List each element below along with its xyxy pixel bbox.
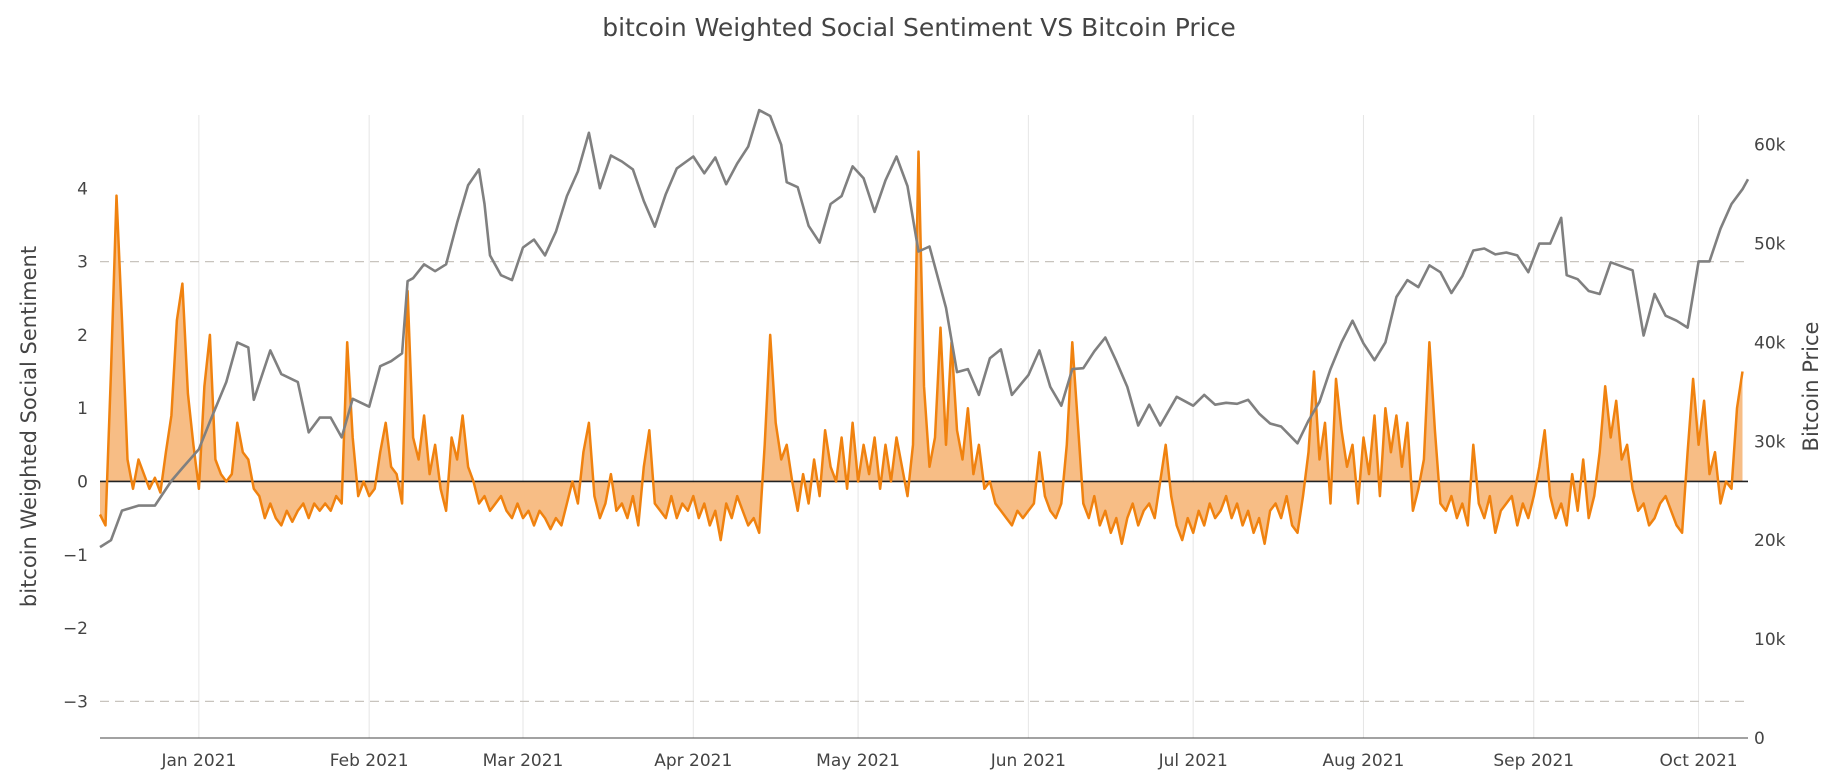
y-tick-label: −3 (63, 692, 88, 712)
y-axis-title: bitcoin Weighted Social Sentiment (17, 246, 41, 607)
y2-tick-label: 60k (1754, 136, 1786, 156)
x-tick-label: Sep 2021 (1493, 751, 1574, 771)
sentiment-area-layer (100, 151, 1743, 544)
x-tick-label: Jan 2021 (160, 751, 236, 771)
y2-tick-label: 30k (1754, 432, 1786, 452)
y2-tick-label: 10k (1754, 630, 1786, 650)
y-tick-label: 0 (77, 472, 88, 492)
y2-tick-label: 20k (1754, 531, 1786, 551)
x-tick-label: Jun 2021 (990, 751, 1066, 771)
x-tick-label: May 2021 (816, 751, 900, 771)
y2-tick-label: 50k (1754, 235, 1786, 255)
series-lines (98, 108, 1750, 549)
x-tick-label: Apr 2021 (654, 751, 732, 771)
gridlines (100, 115, 1748, 738)
y2-tick-label: 40k (1754, 333, 1786, 353)
y-tick-label: −2 (63, 619, 88, 639)
y-tick-label: −1 (63, 546, 88, 566)
x-tick-label: Aug 2021 (1323, 751, 1405, 771)
y-tick-label: 1 (77, 399, 88, 419)
y-tick-label: 2 (77, 326, 88, 346)
y2-tick-label: 0 (1754, 729, 1765, 749)
sentiment-area-fill (100, 151, 1743, 544)
x-tick-label: Mar 2021 (483, 751, 564, 771)
y2-axis-title: Bitcoin Price (1799, 322, 1823, 452)
y-tick-label: 3 (77, 253, 88, 273)
y-tick-label: 4 (77, 179, 88, 199)
bitcoin-price-line (99, 108, 1750, 549)
x-tick-label: Oct 2021 (1660, 751, 1738, 771)
x-tick-label: Feb 2021 (330, 751, 409, 771)
chart-title: bitcoin Weighted Social Sentiment VS Bit… (602, 13, 1236, 42)
axes: Jan 2021 Feb 2021 Mar 2021 Apr 2021 May 2021… (63, 136, 1786, 771)
x-tick-label: Jul 2021 (1158, 751, 1228, 771)
sentiment-line (98, 150, 1744, 546)
